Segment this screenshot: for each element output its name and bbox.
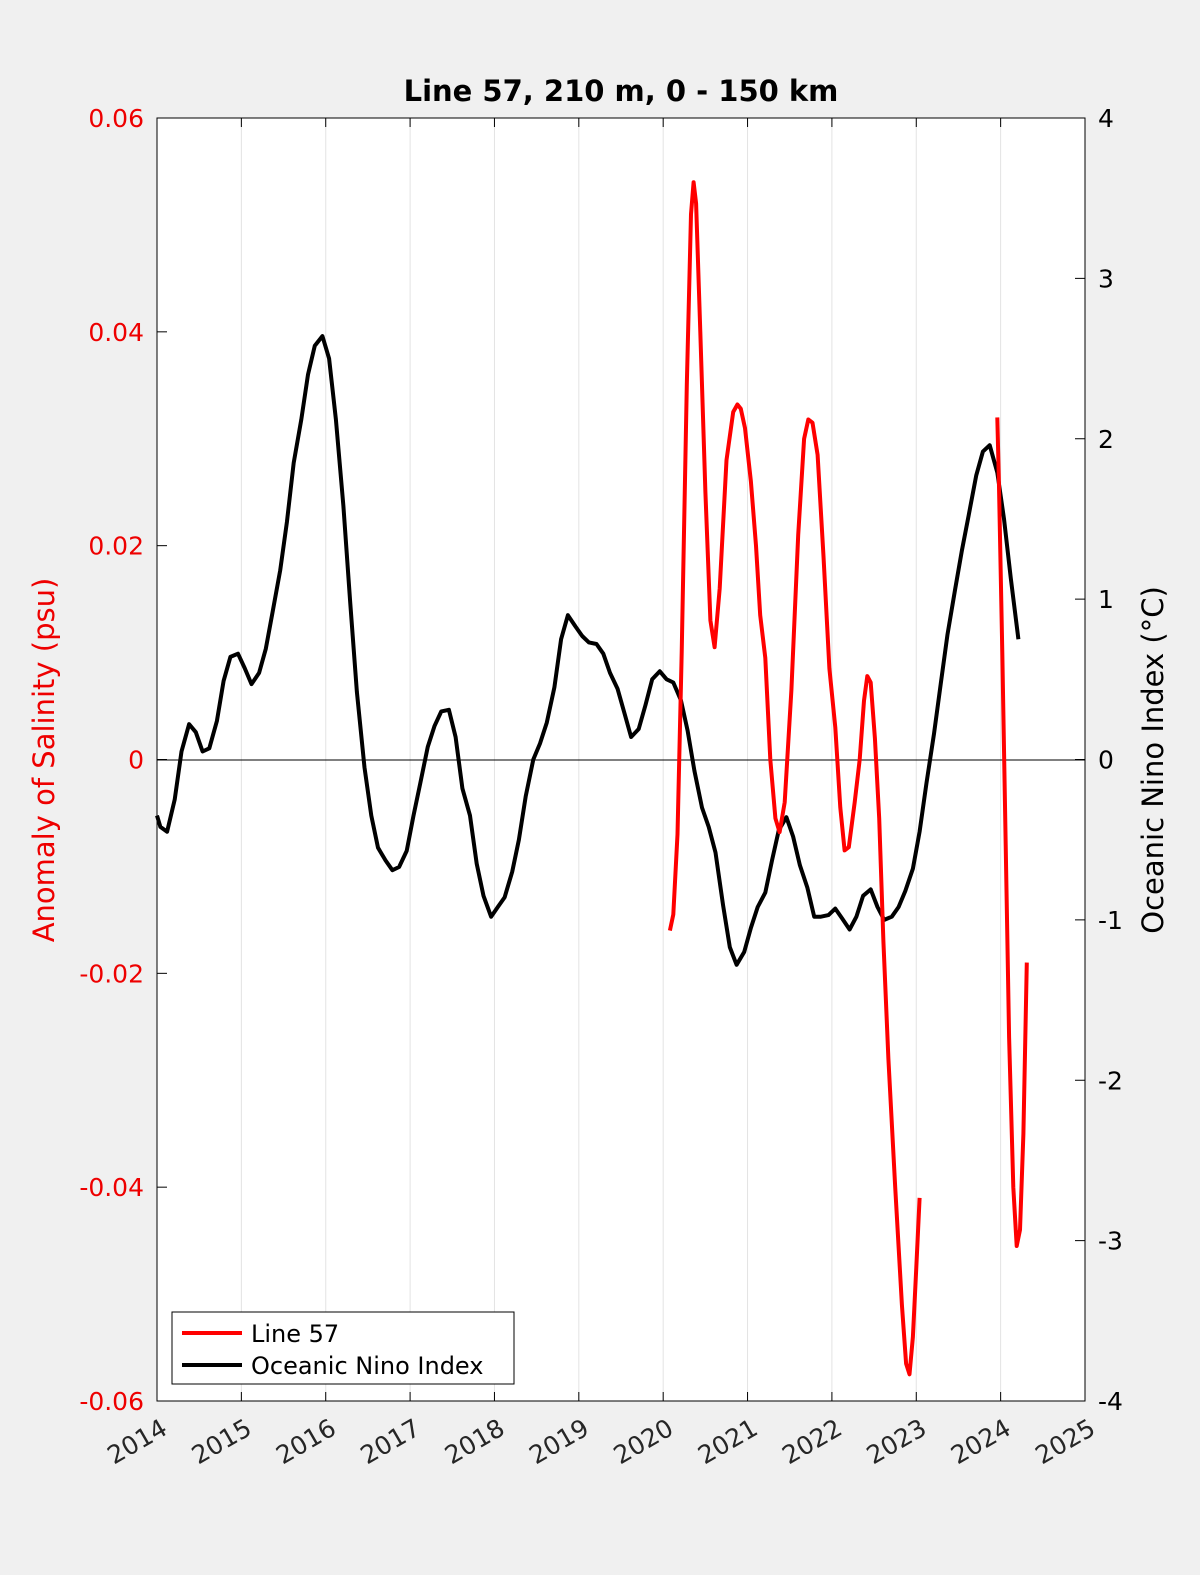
right-tick-label: 0: [1098, 746, 1114, 775]
series-line57: [667, 180, 922, 1377]
legend: Line 57 Oceanic Nino Index: [171, 1311, 515, 1385]
right-tick-label: -3: [1098, 1227, 1123, 1256]
right-tick-label: -2: [1098, 1066, 1123, 1095]
left-tick-label: -0.06: [79, 1387, 144, 1416]
left-tick-label: -0.02: [79, 959, 144, 988]
ticks: [156, 117, 1086, 1402]
legend-oni-label: Oceanic Nino Index: [251, 1352, 483, 1380]
legend-box: [171, 1311, 515, 1385]
series-lines: [155, 180, 1029, 1377]
right-tick-label: -1: [1098, 906, 1123, 935]
right-axis-title: Oceanic Nino Index (°C): [1136, 586, 1170, 934]
series-oni: [155, 334, 1021, 967]
left-tick-label: -0.04: [79, 1173, 144, 1202]
legend-line57-label: Line 57: [251, 1320, 339, 1348]
right-tick-label: 1: [1098, 585, 1114, 614]
right-tick-label: 4: [1098, 104, 1114, 133]
right-tick-label: -4: [1098, 1387, 1123, 1416]
right-tick-label: 2: [1098, 425, 1114, 454]
left-tick-label: 0.06: [88, 104, 144, 133]
series-line57: [995, 417, 1029, 1248]
left-axis-title: Anomaly of Salinity (psu): [27, 578, 61, 943]
left-tick-label: 0: [128, 746, 144, 775]
chart-title: Line 57, 210 m, 0 - 150 km: [404, 74, 839, 108]
left-tick-label: 0.02: [88, 532, 144, 561]
left-tick-label: 0.04: [88, 318, 144, 347]
right-tick-label: 3: [1098, 264, 1114, 293]
